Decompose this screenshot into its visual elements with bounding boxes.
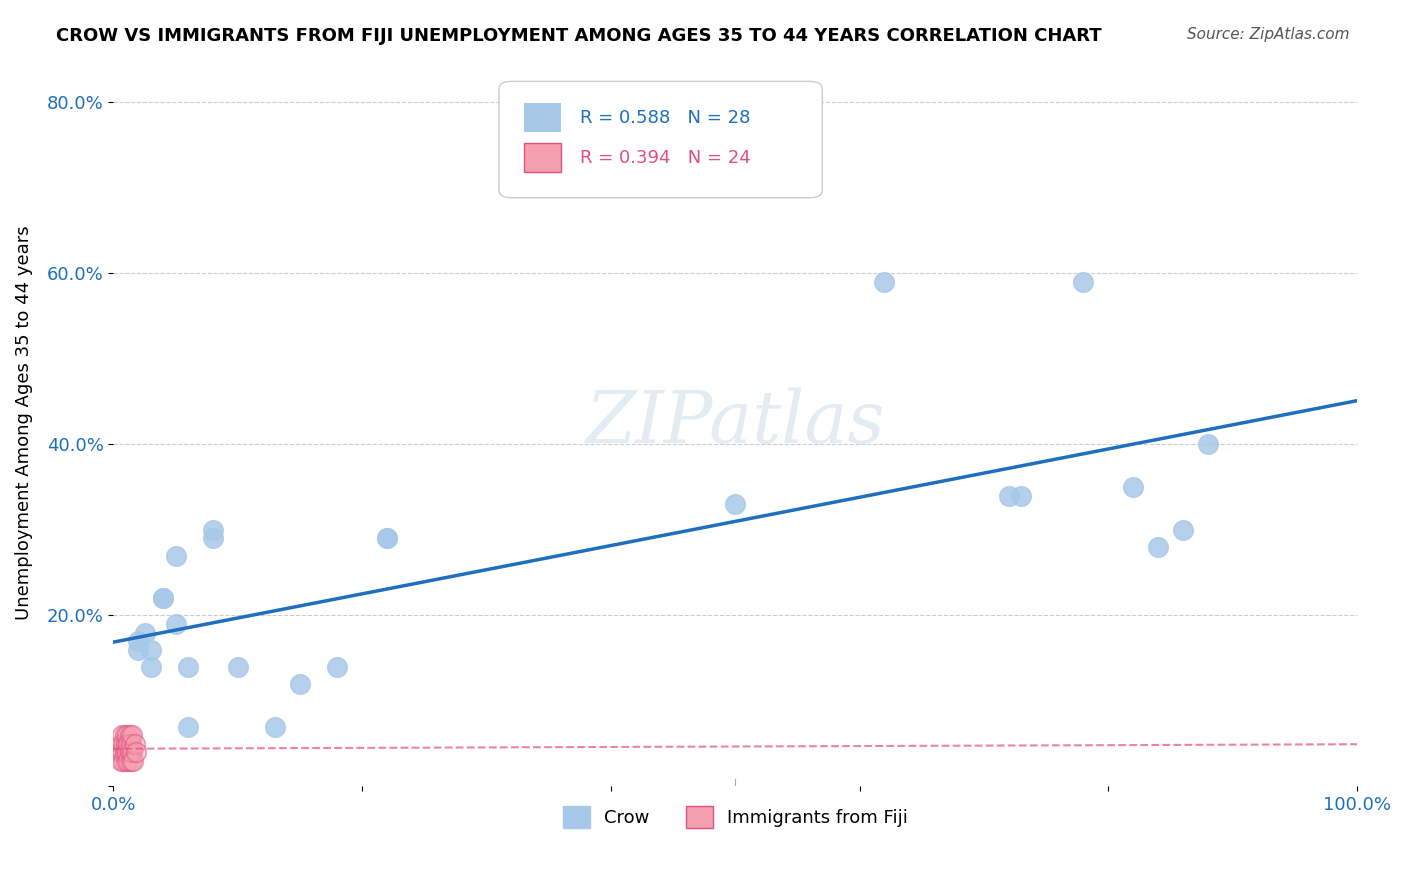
Point xyxy=(110,754,132,768)
Point xyxy=(122,754,145,768)
Point xyxy=(114,728,136,742)
FancyBboxPatch shape xyxy=(524,103,561,132)
Point xyxy=(1122,480,1144,494)
Point xyxy=(139,642,162,657)
Point xyxy=(115,737,138,751)
Legend: Crow, Immigrants from Fiji: Crow, Immigrants from Fiji xyxy=(555,799,915,836)
Point xyxy=(375,532,398,546)
Point xyxy=(115,728,138,742)
Point xyxy=(1147,540,1170,554)
Point xyxy=(201,532,224,546)
Point xyxy=(114,745,136,759)
Point xyxy=(120,737,142,751)
Point xyxy=(112,754,135,768)
Point xyxy=(201,523,224,537)
Text: Source: ZipAtlas.com: Source: ZipAtlas.com xyxy=(1187,27,1350,42)
Text: CROW VS IMMIGRANTS FROM FIJI UNEMPLOYMENT AMONG AGES 35 TO 44 YEARS CORRELATION : CROW VS IMMIGRANTS FROM FIJI UNEMPLOYMEN… xyxy=(56,27,1102,45)
Point xyxy=(117,737,139,751)
Y-axis label: Unemployment Among Ages 35 to 44 years: Unemployment Among Ages 35 to 44 years xyxy=(15,226,32,620)
Point xyxy=(120,754,142,768)
Point xyxy=(108,745,131,759)
Point xyxy=(111,728,134,742)
Text: R = 0.588   N = 28: R = 0.588 N = 28 xyxy=(579,109,751,127)
FancyBboxPatch shape xyxy=(524,144,561,172)
Point xyxy=(873,275,896,289)
Point xyxy=(165,617,187,632)
Point xyxy=(121,745,143,759)
Point xyxy=(326,659,349,673)
Point xyxy=(111,745,134,759)
Point xyxy=(127,642,149,657)
FancyBboxPatch shape xyxy=(499,81,823,198)
Point xyxy=(724,497,747,511)
Point xyxy=(264,720,287,734)
Point xyxy=(115,745,138,759)
Point xyxy=(177,720,200,734)
Point xyxy=(118,728,141,742)
Point xyxy=(152,591,174,606)
Point xyxy=(125,745,148,759)
Text: R = 0.394   N = 24: R = 0.394 N = 24 xyxy=(579,149,751,167)
Point xyxy=(165,549,187,563)
Text: ZIPatlas: ZIPatlas xyxy=(585,388,884,458)
Point xyxy=(139,659,162,673)
Point xyxy=(112,737,135,751)
Point xyxy=(110,737,132,751)
Point xyxy=(1197,437,1219,451)
Point xyxy=(121,728,143,742)
Point xyxy=(134,625,156,640)
Point xyxy=(1073,275,1095,289)
Point xyxy=(127,634,149,648)
Point xyxy=(152,591,174,606)
Point xyxy=(124,737,146,751)
Point xyxy=(288,677,311,691)
Point xyxy=(117,754,139,768)
Point xyxy=(998,489,1021,503)
Point xyxy=(226,659,249,673)
Point xyxy=(118,745,141,759)
Point xyxy=(1171,523,1194,537)
Point xyxy=(1010,489,1032,503)
Point xyxy=(115,754,138,768)
Point xyxy=(375,532,398,546)
Point xyxy=(177,659,200,673)
